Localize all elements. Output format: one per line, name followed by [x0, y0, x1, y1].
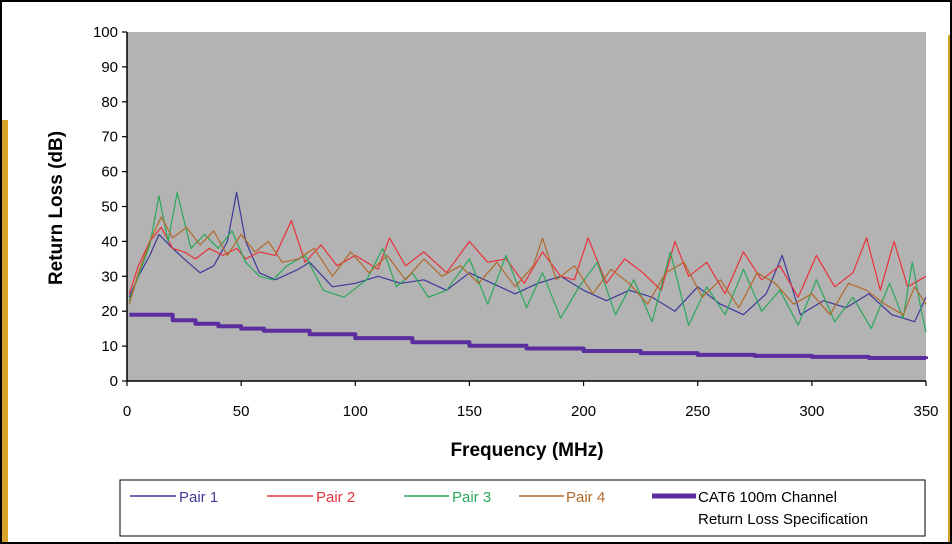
y-tick-label: 100 [93, 24, 118, 41]
x-tick-label: 100 [343, 403, 368, 420]
x-tick-label: 300 [799, 403, 824, 420]
legend-label-pair-4: Pair 4 [566, 489, 605, 506]
y-axis-ticks: 0 10 20 30 40 50 60 70 80 90 100 [93, 24, 127, 390]
y-tick-label: 80 [101, 94, 118, 111]
x-tick-label: 50 [233, 403, 250, 420]
x-tick-label: 200 [571, 403, 596, 420]
series-pair-4 [128, 216, 927, 316]
x-tick-label: 0 [123, 403, 131, 420]
y-tick-label: 30 [101, 268, 118, 285]
legend-label-cat6-spec-line1: CAT6 100m Channel [698, 489, 837, 506]
series-cat6-spec-line [129, 312, 928, 360]
x-tick-label: 150 [457, 403, 482, 420]
left-accent-band [2, 120, 8, 542]
legend-label-pair-2: Pair 2 [316, 489, 355, 506]
legend: Pair 1 Pair 2 Pair 3 Pair 4 CAT6 100m Ch… [119, 479, 926, 537]
y-tick-label: 50 [101, 199, 118, 216]
y-tick-label: 70 [101, 129, 118, 146]
y-axis-title: Return Loss (dB) [46, 131, 67, 285]
series-pair-2 [128, 219, 927, 298]
y-tick-label: 40 [101, 233, 118, 250]
y-tick-label: 10 [101, 338, 118, 355]
legend-label-pair-3: Pair 3 [452, 489, 491, 506]
plot-area [127, 32, 926, 381]
y-tick-label: 20 [101, 303, 118, 320]
x-tick-label: 250 [685, 403, 710, 420]
x-tick-label: 350 [913, 403, 938, 420]
legend-box [119, 479, 926, 537]
series-pair-1 [128, 191, 927, 323]
x-axis-ticks: 0 50 100 150 200 250 300 350 [123, 381, 939, 420]
legend-label-pair-1: Pair 1 [179, 489, 218, 506]
legend-label-cat6-spec-line2: Return Loss Specification [698, 511, 868, 528]
series-layer [128, 191, 928, 360]
x-axis-title: Frequency (MHz) [450, 440, 603, 461]
y-tick-label: 90 [101, 59, 118, 76]
y-tick-label: 0 [110, 373, 118, 390]
right-accent-band [948, 35, 950, 542]
y-tick-label: 60 [101, 164, 118, 181]
